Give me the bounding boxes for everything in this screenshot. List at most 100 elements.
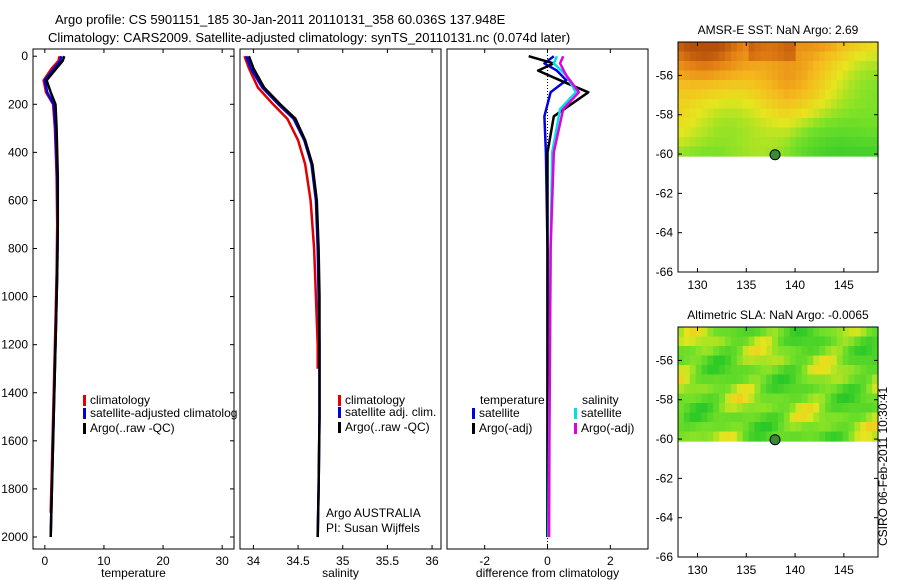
- side-timestamp-label: CSIRO 06-Feb-2011 10:30:41: [876, 386, 890, 546]
- heatmap-cell: [860, 89, 867, 100]
- heatmap-cell: [725, 412, 732, 423]
- heatmap-cell: [848, 336, 856, 347]
- x-tick-label: 10: [97, 554, 111, 568]
- heatmap-cell: [707, 99, 714, 110]
- heatmap-cell: [772, 336, 779, 347]
- heatmap-cell: [678, 127, 685, 138]
- heatmap-cell: [795, 355, 803, 366]
- x-tick-label: 30: [215, 554, 229, 568]
- map-title: Altimetric SLA: NaN Argo: -0.0065: [687, 308, 869, 322]
- heatmap-cell: [772, 137, 779, 148]
- heatmap-cell: [678, 146, 685, 157]
- heatmap-cell: [683, 137, 691, 148]
- heatmap-cell: [801, 42, 809, 53]
- heatmap-cell: [772, 70, 779, 81]
- heatmap-cell: [730, 384, 738, 395]
- heatmap-cell: [866, 336, 873, 347]
- heatmap-cell: [860, 99, 867, 110]
- series-line-argo: [247, 55, 321, 538]
- heatmap-cell: [754, 403, 761, 414]
- heatmap-cell: [707, 422, 714, 433]
- heatmap-cell: [807, 412, 814, 423]
- heatmap-cell: [772, 412, 779, 423]
- legend-label: climatology: [345, 393, 405, 407]
- heatmap-cell: [754, 99, 761, 110]
- heatmap-cell: [819, 108, 826, 119]
- x-tick-label: 35: [336, 554, 350, 568]
- heatmap-cell: [860, 374, 867, 385]
- heatmap-cell: [760, 70, 767, 81]
- y-tick-label: -66: [656, 265, 674, 279]
- heatmap-cell: [789, 146, 797, 157]
- y-tick-label: 1200: [1, 338, 28, 352]
- heatmap-cell: [701, 70, 709, 81]
- heatmap-cell: [807, 51, 814, 62]
- x-tick-label: 34: [247, 554, 261, 568]
- heatmap-cell: [783, 374, 791, 385]
- heatmap-cell: [783, 365, 791, 376]
- heatmap-cell: [678, 80, 685, 91]
- heatmap-cell: [725, 80, 732, 91]
- heatmap-cell: [807, 422, 814, 433]
- heatmap-cell: [760, 61, 767, 72]
- heatmap-cell: [795, 61, 803, 72]
- heatmap-cell: [854, 393, 861, 404]
- heatmap-cell: [836, 146, 844, 157]
- heatmap-cell: [813, 108, 820, 119]
- heatmap-cell: [836, 384, 844, 395]
- heatmap-cell: [701, 127, 709, 138]
- heatmap-cell: [842, 99, 850, 110]
- heatmap-cell: [689, 146, 697, 157]
- heatmap-cell: [860, 384, 867, 395]
- heatmap-cell: [754, 374, 761, 385]
- heatmap-cell: [813, 327, 820, 338]
- heatmap-cell: [766, 61, 773, 72]
- y-tick-label: -58: [656, 108, 674, 122]
- heatmap-cell: [842, 108, 850, 119]
- heatmap-cell: [795, 108, 803, 119]
- heatmap-cell: [683, 431, 691, 442]
- heatmap-cell: [742, 384, 750, 395]
- heatmap-cell: [719, 365, 726, 376]
- heatmap-cell: [742, 431, 750, 442]
- heatmap-cell: [795, 70, 803, 81]
- heatmap-cell: [830, 127, 838, 138]
- heatmap-cell: [783, 70, 791, 81]
- heatmap-cell: [872, 146, 879, 157]
- heatmap-cell: [789, 403, 797, 414]
- heatmap-cell: [766, 412, 773, 423]
- heatmap-cell: [795, 118, 803, 129]
- heatmap-cell: [778, 99, 785, 110]
- x-tick-label: 130: [687, 563, 707, 577]
- heatmap-cell: [695, 355, 703, 366]
- heatmap-cell: [742, 127, 750, 138]
- heatmap-cell: [707, 412, 714, 423]
- heatmap-cell: [713, 137, 720, 148]
- heatmap-cell: [707, 374, 714, 385]
- heatmap-cell: [683, 412, 691, 423]
- heatmap-cell: [789, 412, 797, 423]
- heatmap-cell: [678, 336, 685, 347]
- heatmap-cell: [842, 61, 850, 72]
- heatmap-cell: [683, 422, 691, 433]
- heatmap-cell: [730, 42, 738, 53]
- heatmap-cell: [819, 80, 826, 91]
- heatmap-cell: [795, 51, 803, 62]
- heatmap-cell: [678, 99, 685, 110]
- heatmap-cell: [748, 412, 756, 423]
- heatmap-cell: [836, 336, 844, 347]
- heatmap-cell: [772, 80, 779, 91]
- legend-title-salinity: salinity: [582, 393, 619, 407]
- heatmap-cell: [825, 61, 832, 72]
- heatmap-cell: [795, 346, 803, 357]
- heatmap-cell: [866, 70, 873, 81]
- heatmap-cell: [730, 431, 738, 442]
- heatmap-cell: [830, 146, 838, 157]
- heatmap-cell: [725, 61, 732, 72]
- heatmap-cell: [719, 422, 726, 433]
- heatmap-cell: [683, 346, 691, 357]
- heatmap-cell: [813, 89, 820, 100]
- heatmap-cell: [801, 51, 809, 62]
- heatmap-cell: [701, 51, 709, 62]
- heatmap-cell: [813, 412, 820, 423]
